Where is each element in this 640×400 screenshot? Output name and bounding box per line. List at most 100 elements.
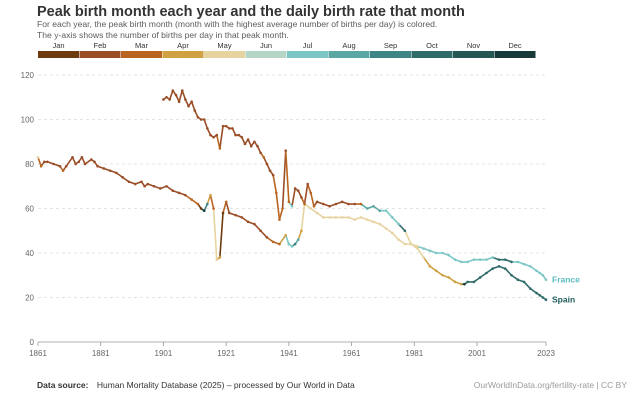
spain-point[interactable]	[246, 138, 250, 141]
spain-point[interactable]	[365, 207, 369, 210]
spain-point[interactable]	[209, 133, 212, 137]
spain-point[interactable]	[193, 109, 197, 112]
spain-point[interactable]	[541, 296, 545, 299]
legend-swatch-aug[interactable]	[328, 51, 370, 58]
france-point[interactable]	[353, 218, 357, 221]
france-point[interactable]	[365, 218, 369, 221]
spain-point[interactable]	[253, 140, 256, 144]
france-point[interactable]	[165, 184, 168, 188]
spain-point[interactable]	[218, 147, 222, 150]
france-point[interactable]	[491, 256, 494, 259]
legend-swatch-dec[interactable]	[494, 51, 536, 58]
legend-swatch-feb[interactable]	[79, 51, 121, 58]
france-point[interactable]	[497, 258, 501, 261]
france-point[interactable]	[422, 247, 426, 250]
spain-point[interactable]	[240, 136, 244, 139]
france-point[interactable]	[296, 238, 300, 241]
spain-point[interactable]	[359, 202, 363, 206]
france-point[interactable]	[74, 162, 77, 166]
france-point[interactable]	[359, 216, 363, 219]
france-point[interactable]	[224, 200, 228, 204]
france-point[interactable]	[202, 209, 206, 213]
spain-point[interactable]	[303, 202, 306, 206]
france-point[interactable]	[340, 216, 344, 219]
legend-swatch-mar[interactable]	[121, 51, 162, 58]
france-point[interactable]	[293, 242, 297, 246]
spain-point[interactable]	[268, 169, 272, 172]
france-point[interactable]	[372, 220, 375, 224]
france-point[interactable]	[246, 220, 250, 224]
france-point[interactable]	[460, 260, 463, 264]
spain-point[interactable]	[529, 287, 532, 290]
france-point[interactable]	[328, 216, 331, 219]
france-point[interactable]	[108, 169, 112, 172]
france-point[interactable]	[300, 229, 303, 233]
france-point[interactable]	[58, 164, 62, 168]
france-point[interactable]	[441, 251, 444, 255]
france-point[interactable]	[434, 251, 438, 255]
france-point[interactable]	[466, 260, 469, 264]
spain-point[interactable]	[416, 247, 419, 250]
spain-point[interactable]	[372, 204, 375, 208]
france-point[interactable]	[102, 167, 106, 170]
france-point[interactable]	[510, 260, 513, 264]
spain-point[interactable]	[171, 89, 175, 92]
spain-point[interactable]	[290, 204, 294, 208]
spain-point[interactable]	[184, 98, 187, 101]
spain-point[interactable]	[215, 133, 219, 137]
france-point[interactable]	[71, 156, 74, 159]
legend-swatch-oct[interactable]	[411, 51, 453, 58]
spain-point[interactable]	[168, 98, 172, 101]
spain-point[interactable]	[334, 202, 338, 206]
spain-point[interactable]	[284, 149, 288, 152]
france-point[interactable]	[516, 260, 520, 264]
france-point[interactable]	[503, 258, 507, 261]
spain-point[interactable]	[174, 93, 178, 97]
france-point[interactable]	[80, 156, 84, 159]
spain-point[interactable]	[453, 280, 457, 284]
france-point[interactable]	[218, 256, 222, 259]
france-point[interactable]	[96, 164, 99, 168]
spain-point[interactable]	[347, 202, 350, 206]
spain-point[interactable]	[497, 265, 501, 268]
spain-point[interactable]	[535, 291, 538, 295]
spain-point[interactable]	[224, 124, 228, 128]
france-point[interactable]	[93, 160, 96, 164]
france-point[interactable]	[64, 164, 68, 168]
month-legend[interactable]: Jan Feb Mar Apr May Jun Jul Aug Sep Oct Nov Dec	[38, 41, 536, 58]
spain-point[interactable]	[234, 133, 237, 137]
france-point[interactable]	[271, 240, 275, 244]
spain-point[interactable]	[315, 200, 319, 204]
france-point[interactable]	[347, 216, 350, 219]
spain-point[interactable]	[237, 133, 240, 137]
spain-point[interactable]	[466, 280, 469, 284]
spain-point[interactable]	[281, 207, 284, 210]
france-point[interactable]	[190, 198, 193, 201]
legend-swatch-may[interactable]	[204, 51, 245, 58]
spain-point[interactable]	[227, 127, 231, 130]
spain-point[interactable]	[340, 200, 344, 204]
spain-point[interactable]	[287, 200, 291, 204]
france-point[interactable]	[522, 262, 526, 266]
legend-swatch-jun[interactable]	[245, 51, 287, 58]
france-point[interactable]	[378, 222, 382, 226]
france-point[interactable]	[259, 229, 262, 233]
france-point[interactable]	[265, 236, 269, 239]
france-point[interactable]	[42, 160, 46, 164]
france-point[interactable]	[416, 245, 419, 248]
spain-point[interactable]	[180, 89, 184, 92]
france-point[interactable]	[171, 189, 175, 192]
france-point[interactable]	[209, 193, 212, 197]
legend-swatch-jul[interactable]	[287, 51, 328, 58]
france-point[interactable]	[227, 211, 231, 215]
spain-point[interactable]	[409, 242, 413, 246]
france-point[interactable]	[428, 249, 432, 253]
france-point[interactable]	[127, 180, 131, 184]
spain-point[interactable]	[538, 293, 542, 297]
spain-point[interactable]	[202, 118, 206, 121]
spain-point[interactable]	[544, 298, 548, 302]
france-point[interactable]	[541, 273, 545, 277]
france-point[interactable]	[278, 242, 281, 246]
spain-point[interactable]	[231, 127, 234, 130]
spain-point[interactable]	[162, 98, 165, 101]
